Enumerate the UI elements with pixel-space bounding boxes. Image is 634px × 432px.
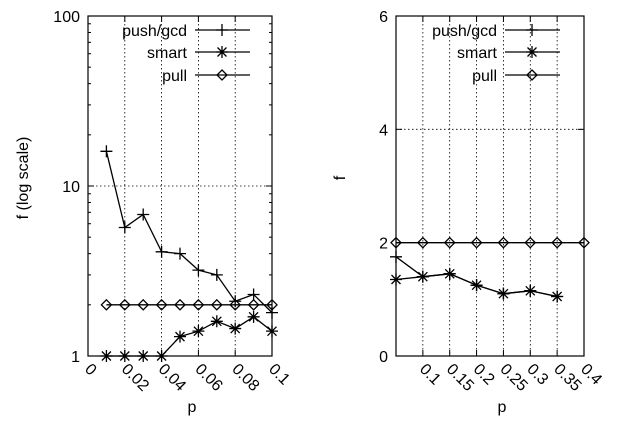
data-point	[416, 236, 429, 249]
x-axis-label: p	[498, 399, 507, 416]
data-point	[443, 267, 456, 280]
legend-label: push/gcd	[122, 23, 187, 40]
data-point	[266, 325, 278, 338]
data-point	[155, 298, 168, 311]
data-point	[192, 298, 205, 311]
legend-label: push/gcd	[432, 23, 497, 40]
data-point	[118, 221, 131, 234]
data-point	[229, 298, 242, 311]
data-point	[155, 350, 168, 362]
x-tick-label: 0.06	[192, 361, 226, 395]
series-line	[105, 151, 273, 314]
legend-label: smart	[457, 45, 498, 62]
x-tick-label: 0.1	[265, 361, 293, 389]
data-point	[578, 236, 590, 249]
x-tick-label: 0.25	[497, 361, 531, 395]
data-point	[416, 270, 429, 283]
series-pull	[390, 236, 590, 249]
series-smart	[390, 267, 564, 303]
data-point	[497, 287, 510, 300]
legend-marker	[216, 69, 228, 81]
series-smart	[100, 310, 278, 362]
y-tick-label: 10	[62, 179, 80, 196]
y-tick-label: 4	[379, 122, 388, 139]
legend-label: smart	[147, 45, 188, 62]
data-point	[524, 236, 537, 249]
legend-marker	[526, 69, 538, 81]
x-tick-label: 0.35	[550, 361, 584, 395]
legend-marker	[526, 24, 538, 36]
data-point	[443, 236, 456, 249]
y-tick-label: 6	[379, 9, 388, 26]
y-tick-label: 0	[379, 349, 388, 366]
data-point	[118, 350, 131, 362]
legend-marker	[526, 46, 538, 58]
chart-panel-1: 1 10 100 0 0.02 0.04 0.06 0.08 0.1 p f (log scale)…	[15, 9, 293, 416]
data-point	[210, 315, 223, 328]
series-line	[106, 316, 273, 357]
plot-frame	[395, 15, 585, 357]
legend-marker	[216, 24, 228, 36]
data-point	[100, 350, 113, 362]
data-point	[247, 288, 260, 301]
data-point	[551, 290, 564, 303]
y-axis-label: f	[332, 175, 349, 180]
x-tick-label: 0.15	[443, 361, 477, 395]
y-tick-label: 1	[71, 349, 80, 366]
x-tick-label: 0.02	[118, 361, 152, 395]
data-point	[247, 298, 260, 311]
data-point	[266, 298, 278, 311]
legend-label: pull	[472, 68, 497, 85]
y-tick-label: 2	[379, 236, 388, 253]
data-point	[210, 298, 223, 311]
x-axis-label: p	[188, 399, 197, 416]
legend-label: pull	[162, 68, 187, 85]
legend: push/gcd smart pull	[432, 23, 560, 85]
data-point	[524, 284, 537, 297]
x-tick-label: 0.04	[155, 361, 189, 395]
data-point	[137, 350, 150, 362]
x-tick-label: 0.08	[228, 361, 262, 395]
data-point	[192, 264, 205, 277]
data-point	[100, 298, 113, 311]
y-tick-label: 100	[53, 9, 80, 26]
data-point	[247, 310, 260, 323]
data-point	[390, 273, 402, 286]
series-pull	[100, 298, 278, 311]
data-point	[390, 250, 402, 263]
x-tick-label: 0	[81, 361, 99, 379]
data-point	[390, 236, 402, 249]
legend: push/gcd smart pull	[122, 23, 250, 85]
legend-marker	[216, 46, 228, 58]
data-point	[497, 236, 510, 249]
data-point	[266, 306, 278, 319]
data-point	[155, 245, 168, 258]
data-point	[100, 145, 113, 158]
data-point	[118, 298, 131, 311]
data-point	[210, 268, 223, 281]
data-point	[174, 247, 186, 260]
data-point	[137, 298, 150, 311]
data-point	[192, 325, 205, 338]
data-point	[174, 298, 186, 311]
data-point	[551, 236, 564, 249]
data-point	[470, 236, 483, 249]
data-point	[174, 330, 186, 343]
series-push-gcd	[100, 145, 278, 319]
data-point	[470, 279, 483, 292]
data-point	[137, 208, 150, 221]
y-axis-label: f (log scale)	[15, 137, 32, 220]
data-point	[229, 322, 242, 335]
x-tick-label: 0.1	[416, 361, 444, 389]
